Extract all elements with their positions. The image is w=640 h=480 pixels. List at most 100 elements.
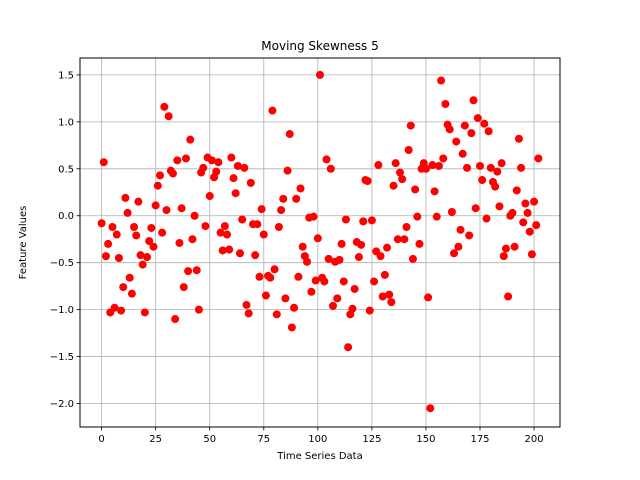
data-point	[112, 230, 121, 239]
data-point	[179, 283, 188, 292]
x-tick-label: 150	[416, 434, 435, 445]
data-point	[253, 220, 262, 229]
data-point	[156, 171, 164, 180]
data-point	[374, 161, 383, 170]
data-point	[404, 146, 413, 155]
data-point	[181, 154, 190, 163]
data-point	[357, 240, 366, 249]
data-point	[458, 149, 467, 158]
data-point	[484, 127, 493, 136]
data-point	[251, 251, 260, 260]
data-point	[447, 207, 456, 216]
data-point	[223, 230, 232, 239]
data-point	[108, 223, 117, 232]
data-point	[324, 254, 333, 263]
data-point	[322, 155, 331, 164]
data-point	[530, 197, 539, 206]
data-point	[396, 168, 404, 177]
data-point	[326, 164, 335, 173]
data-point	[478, 176, 487, 185]
data-point	[421, 164, 430, 173]
data-point	[259, 230, 268, 239]
data-point	[114, 253, 123, 262]
data-point	[424, 293, 433, 302]
data-point	[445, 125, 454, 134]
x-tick-label: 200	[525, 434, 544, 445]
data-point	[214, 158, 223, 167]
data-point	[426, 404, 435, 413]
data-point	[378, 292, 387, 301]
y-axis-label: Feature Values	[18, 206, 29, 280]
data-point	[175, 238, 184, 247]
data-point	[123, 208, 132, 217]
data-point	[387, 298, 396, 307]
data-point	[140, 308, 149, 317]
data-point	[473, 114, 482, 123]
data-point	[225, 245, 234, 254]
data-point	[194, 305, 203, 314]
data-point	[491, 182, 500, 191]
data-point	[415, 239, 424, 248]
data-point	[460, 121, 469, 130]
data-point	[534, 154, 543, 163]
data-point	[344, 343, 353, 352]
data-point	[411, 185, 420, 194]
y-tick-label: 1.0	[58, 117, 74, 128]
data-point	[285, 130, 294, 139]
data-point	[212, 167, 221, 176]
data-point	[504, 292, 513, 301]
data-point	[261, 291, 270, 300]
data-point	[512, 186, 521, 195]
data-point	[523, 208, 532, 217]
x-tick-label: 50	[203, 434, 216, 445]
data-point	[192, 266, 201, 275]
data-point	[244, 309, 253, 318]
data-point	[532, 221, 541, 230]
x-tick-label: 125	[362, 434, 381, 445]
data-point	[408, 254, 417, 263]
data-point	[151, 201, 160, 210]
data-point	[499, 252, 508, 261]
data-point	[298, 242, 307, 251]
data-point	[231, 189, 240, 198]
y-tick-label: −0.5	[50, 258, 74, 269]
data-point	[398, 175, 407, 184]
data-point	[205, 192, 214, 201]
data-point	[517, 163, 526, 172]
data-point	[434, 161, 443, 170]
data-point	[501, 244, 510, 253]
y-tick-label: 0.0	[58, 211, 74, 222]
y-tick-label: −2.0	[50, 399, 74, 410]
data-point	[476, 161, 484, 170]
data-point	[272, 310, 281, 319]
data-point	[149, 242, 158, 251]
x-tick-label: 25	[149, 434, 162, 445]
data-point	[452, 137, 461, 146]
data-point	[469, 96, 478, 105]
data-point	[119, 283, 128, 292]
data-point	[383, 243, 392, 252]
chart-title: Moving Skewness 5	[261, 39, 378, 53]
data-point	[432, 212, 441, 221]
data-point	[465, 231, 474, 240]
data-point	[376, 252, 385, 261]
data-point	[199, 163, 208, 172]
data-point	[363, 177, 372, 185]
data-point	[493, 167, 502, 176]
data-point	[257, 205, 266, 214]
axis-ticks: 0 25 50 75 100 125 150 175 200 −2.0 −1.5 −1.0 −0.5 0.…	[50, 70, 544, 445]
data-point	[218, 246, 227, 255]
y-tick-label: 1.5	[58, 70, 74, 81]
data-point	[482, 214, 491, 223]
data-point	[266, 273, 275, 282]
data-point	[186, 135, 195, 144]
data-point	[268, 106, 277, 115]
data-point	[145, 237, 154, 246]
data-point	[201, 222, 210, 231]
data-point	[292, 194, 301, 203]
data-point	[307, 287, 316, 296]
data-point	[229, 174, 238, 183]
data-point	[303, 257, 312, 266]
data-point	[121, 193, 130, 202]
data-point	[521, 199, 530, 208]
